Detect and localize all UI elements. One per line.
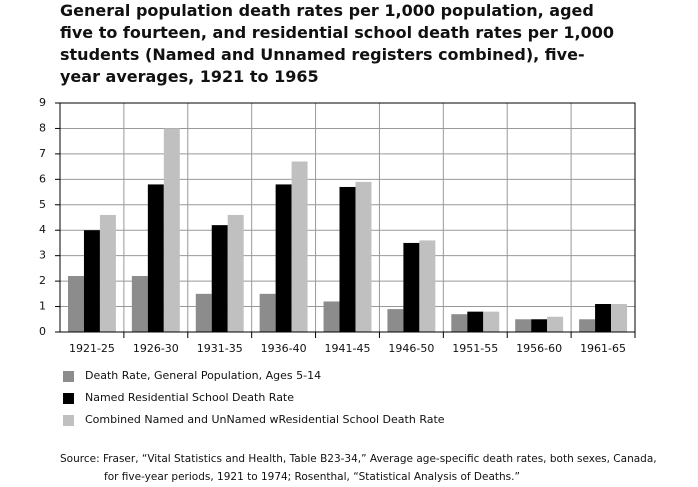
x-tick-label: 1951-55 xyxy=(452,342,498,355)
bar xyxy=(611,304,628,332)
x-tick-label: 1961-65 xyxy=(580,342,626,355)
y-tick-label: 1 xyxy=(39,300,46,313)
bar xyxy=(275,184,292,332)
bar xyxy=(355,181,372,332)
bar xyxy=(99,214,116,332)
legend-swatch xyxy=(63,393,74,404)
legend-label: Named Residential School Death Rate xyxy=(85,391,294,404)
bar xyxy=(515,319,532,332)
x-tick-label: 1956-60 xyxy=(516,342,562,355)
bar xyxy=(547,316,564,332)
x-tick-label: 1946-50 xyxy=(388,342,434,355)
y-tick-label: 3 xyxy=(39,249,46,262)
legend-swatch xyxy=(63,371,74,382)
y-tick-label: 8 xyxy=(39,121,46,134)
bar xyxy=(483,311,500,332)
bar xyxy=(83,230,100,332)
bar xyxy=(259,293,276,332)
bar xyxy=(419,240,436,332)
bar xyxy=(531,319,548,332)
bar xyxy=(467,311,484,332)
source-note: Source: Fraser, “Vital Statistics and He… xyxy=(60,453,657,483)
bar xyxy=(451,314,468,332)
bar xyxy=(387,309,404,332)
chart-title: General population death rates per 1,000… xyxy=(60,1,614,86)
bar xyxy=(579,319,596,332)
bar xyxy=(67,276,84,332)
y-tick-label: 9 xyxy=(39,96,46,109)
bar xyxy=(195,293,212,332)
y-tick-label: 2 xyxy=(39,274,46,287)
bar xyxy=(403,242,420,332)
bar xyxy=(147,184,164,332)
bar xyxy=(211,225,228,332)
bar xyxy=(595,304,612,332)
y-tick-label: 4 xyxy=(39,223,46,236)
y-tick-label: 6 xyxy=(39,172,46,185)
plot-frame xyxy=(59,102,636,333)
bar xyxy=(339,186,356,332)
x-tick-label: 1931-35 xyxy=(197,342,243,355)
x-tick-label: 1926-30 xyxy=(133,342,179,355)
bar xyxy=(323,301,340,332)
bar xyxy=(291,161,308,332)
bar xyxy=(227,214,244,332)
x-tick-label: 1921-25 xyxy=(69,342,115,355)
x-tick-label: 1936-40 xyxy=(261,342,307,355)
legend-swatch xyxy=(63,415,74,426)
legend-label: Death Rate, General Population, Ages 5-1… xyxy=(85,369,321,382)
x-tick-label: 1941-45 xyxy=(325,342,371,355)
y-tick-label: 5 xyxy=(39,198,46,211)
y-tick-label: 0 xyxy=(39,325,46,338)
bar xyxy=(131,276,148,332)
y-tick-label: 7 xyxy=(39,147,46,160)
legend-label: Combined Named and UnNamed wResidential … xyxy=(85,413,445,426)
bar xyxy=(163,128,180,332)
